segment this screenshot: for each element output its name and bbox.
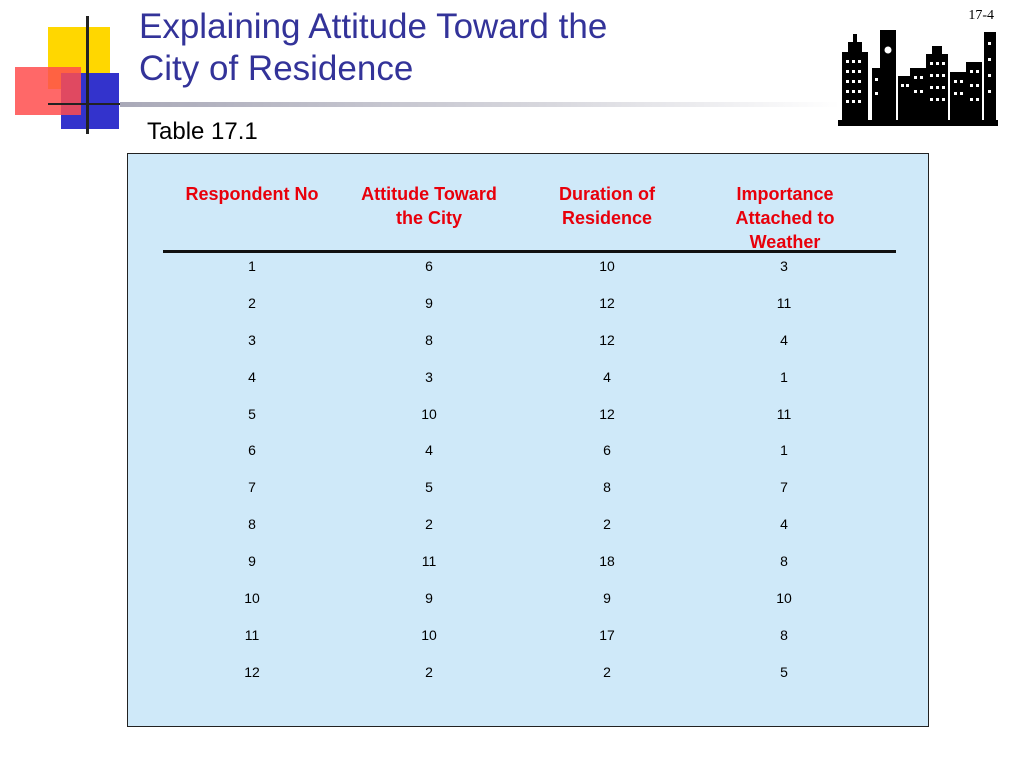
table-cell: 2 (603, 663, 611, 680)
table-cell: 9 (248, 553, 256, 570)
table-cell: 8 (425, 331, 433, 348)
table-cell: 12 (599, 405, 615, 422)
table-cell: 2 (603, 516, 611, 533)
table-cell: 8 (248, 516, 256, 533)
table-caption: Table 17.1 (147, 118, 258, 145)
title-underline (120, 102, 840, 107)
table-cell: 10 (421, 626, 437, 643)
table-cell: 3 (425, 368, 433, 385)
table-cell: 7 (780, 479, 788, 496)
header-respondent-no: Respondent No (163, 182, 341, 206)
table-cell: 10 (776, 590, 792, 607)
header-line: Importance (736, 184, 834, 204)
header-line: the City (395, 208, 462, 228)
table-cell: 1 (248, 258, 256, 274)
table-cell: 12 (599, 331, 615, 348)
table-cell: 12 (599, 294, 615, 311)
decor-vertical-line (86, 16, 89, 134)
table-cell: 11 (244, 626, 260, 643)
slide-title-line2: City of Residence (139, 49, 414, 88)
slide-number: 17-4 (968, 8, 994, 23)
table-cell: 4 (425, 442, 433, 459)
table-row: 10 9 9 10 (128, 586, 928, 623)
table-cell: 6 (248, 442, 256, 459)
table-row: 4 3 4 1 (128, 365, 928, 402)
table-cell: 5 (425, 479, 433, 496)
header-line: Attitude Toward (361, 184, 497, 204)
table-cell: 11 (776, 405, 792, 422)
table-cell: 9 (603, 590, 611, 607)
table-cell: 8 (780, 553, 788, 570)
table-cell: 11 (776, 294, 792, 311)
table-cell: 10 (421, 405, 437, 422)
header-importance: Importance Attached to Weather (695, 182, 875, 254)
table-cell: 2 (248, 294, 256, 311)
table-cell: 10 (244, 590, 260, 607)
table-cell: 2 (425, 663, 433, 680)
table-cell: 10 (599, 258, 615, 274)
decor-red-square (15, 67, 81, 115)
header-duration: Duration of Residence (517, 182, 697, 230)
table-cell: 7 (248, 479, 256, 496)
table-row: 11 10 17 8 (128, 623, 928, 660)
table-cell: 3 (248, 331, 256, 348)
header-line: Duration of (559, 184, 655, 204)
table-cell: 5 (248, 405, 256, 422)
table-cell: 12 (244, 663, 260, 680)
table-cell: 4 (603, 368, 611, 385)
header-line: Residence (561, 208, 653, 228)
header-line: Weather (749, 232, 821, 252)
table-cell: 1 (780, 442, 788, 459)
slide-title: Explaining Attitude Toward the City of R… (139, 6, 779, 90)
table-cell: 3 (780, 258, 788, 274)
city-skyline-icon (838, 30, 998, 126)
table-row: 9 11 18 8 (128, 549, 928, 586)
table-body: 1 6 10 3 2 9 12 11 3 8 12 4 4 3 4 1 5 10 12 11 6 4 6 1 7 5 8 7 8 2 2 4 9… (128, 254, 928, 697)
table-cell: 11 (421, 553, 437, 570)
table-row: 1 6 10 3 (128, 254, 928, 291)
table-cell: 5 (780, 663, 788, 680)
table-cell: 9 (425, 294, 433, 311)
table-row: 8 2 2 4 (128, 512, 928, 549)
table-row: 6 4 6 1 (128, 438, 928, 475)
table-row: 2 9 12 11 (128, 291, 928, 328)
table-cell: 18 (599, 553, 615, 570)
table-cell: 4 (780, 331, 788, 348)
table-cell: 1 (780, 368, 788, 385)
header-line: Respondent No (185, 184, 319, 204)
table-cell: 4 (780, 516, 788, 533)
table-cell: 6 (425, 258, 433, 274)
header-attitude: Attitude Toward the City (339, 182, 519, 230)
table-row: 12 2 2 5 (128, 660, 928, 697)
table-row: 3 8 12 4 (128, 328, 928, 365)
table-cell: 2 (425, 516, 433, 533)
header-divider (163, 250, 896, 253)
table-cell: 17 (599, 626, 615, 643)
table-cell: 8 (780, 626, 788, 643)
header-line: Attached to (735, 208, 835, 228)
table-row: 5 10 12 11 (128, 402, 928, 439)
slide-title-line1: Explaining Attitude Toward the (139, 7, 608, 46)
decor-horizontal-line (48, 103, 120, 105)
table-cell: 6 (603, 442, 611, 459)
table-cell: 9 (425, 590, 433, 607)
table-cell: 8 (603, 479, 611, 496)
table-cell: 4 (248, 368, 256, 385)
data-table: Respondent No Attitude Toward the City D… (127, 153, 929, 727)
table-row: 7 5 8 7 (128, 475, 928, 512)
